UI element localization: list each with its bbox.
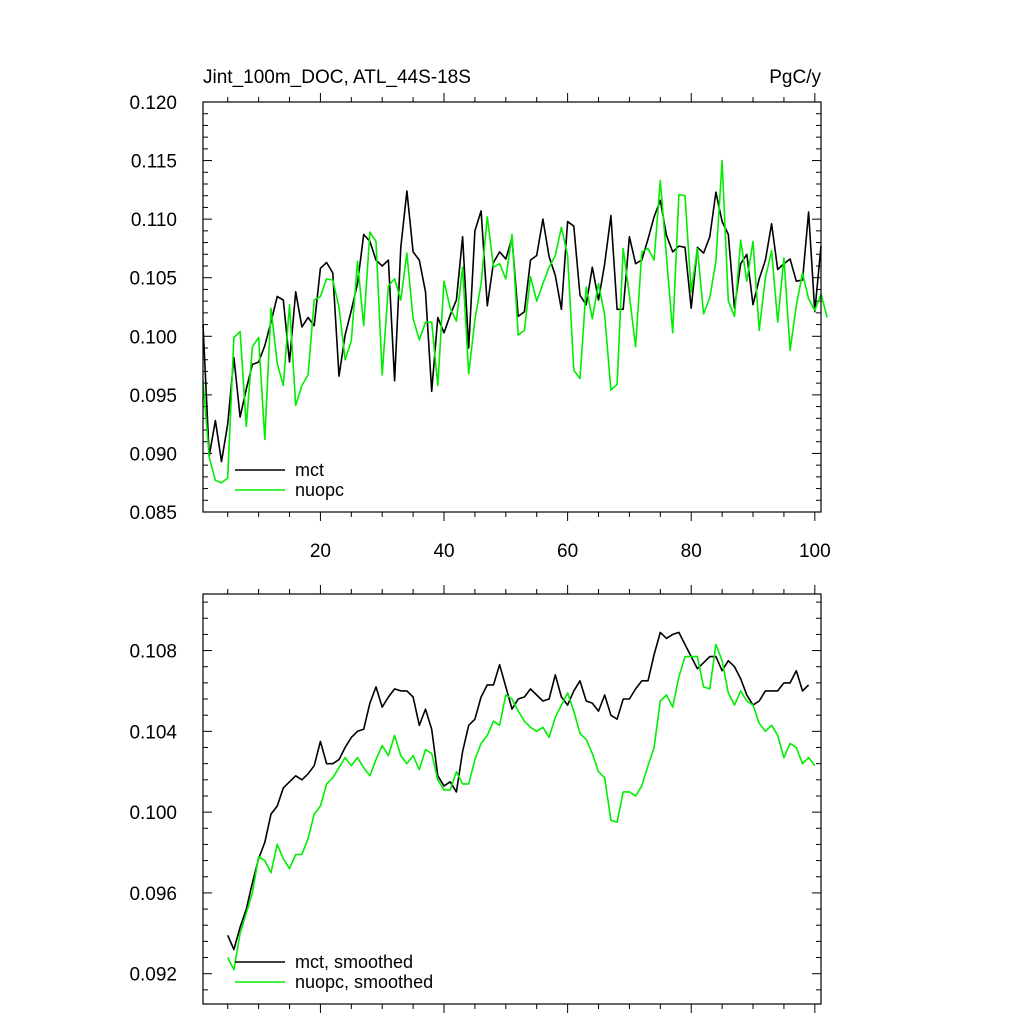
bottom-panel-legend: mct, smoothed nuopc, smoothed (235, 952, 433, 992)
y-tick-label: 0.095 (129, 386, 177, 407)
x-tick-label: 100 (799, 541, 831, 562)
bottom-panel: 0.092 0.096 0.100 0.104 0.108 mct, smoothed … (129, 585, 822, 1013)
series-line-nuopc-smoothed (226, 643, 816, 971)
top-panel-title: Jint_100m_DOC, ATL_44S-18S (203, 67, 471, 88)
legend-label-mct: mct (295, 460, 324, 480)
top-panel-frame (202, 101, 822, 513)
top-panel-units: PgC/y (769, 67, 821, 88)
legend-label-nuopc: nuopc (295, 480, 344, 500)
y-tick-label: 0.090 (129, 444, 177, 465)
series-line-nuopc (202, 159, 828, 484)
x-tick-label: 20 (310, 541, 331, 562)
y-tick-label: 0.108 (129, 642, 177, 663)
y-tick-label: 0.115 (131, 152, 177, 173)
legend-label-nuopc-smoothed: nuopc, smoothed (295, 972, 433, 992)
y-tick-label: 0.105 (129, 269, 177, 290)
x-tick-label: 40 (433, 541, 454, 562)
bottom-panel-series (226, 631, 816, 971)
bottom-panel-frame (202, 593, 822, 1005)
y-tick-label: 0.104 (129, 722, 177, 743)
y-tick-label: 0.085 (129, 503, 177, 524)
y-tick-label: 0.110 (131, 210, 177, 231)
bottom-panel-ticks (203, 585, 821, 1013)
y-tick-label: 0.100 (129, 327, 177, 348)
x-tick-label: 60 (557, 541, 578, 562)
top-panel-x-tick-labels: 20 40 60 80 100 (310, 541, 831, 562)
top-panel-ticks (203, 93, 821, 521)
top-panel-series (202, 159, 828, 484)
bottom-panel-y-tick-labels: 0.092 0.096 0.100 0.104 0.108 (129, 642, 177, 986)
x-tick-label: 80 (681, 541, 702, 562)
series-line-mct-smoothed (226, 631, 810, 951)
legend-label-mct-smoothed: mct, smoothed (295, 952, 413, 972)
y-tick-label: 0.100 (129, 803, 177, 824)
series-line-mct (202, 190, 822, 463)
y-tick-label: 0.092 (129, 965, 177, 986)
top-panel-legend: mct nuopc (235, 460, 344, 500)
y-tick-label: 0.096 (129, 884, 177, 905)
y-tick-label: 0.120 (129, 93, 177, 114)
top-panel-y-tick-labels: 0.085 0.090 0.095 0.100 0.105 0.110 0.115 0.120 (129, 93, 177, 524)
top-panel: Jint_100m_DOC, ATL_44S-18S PgC/y 0.0850.… (129, 67, 830, 562)
